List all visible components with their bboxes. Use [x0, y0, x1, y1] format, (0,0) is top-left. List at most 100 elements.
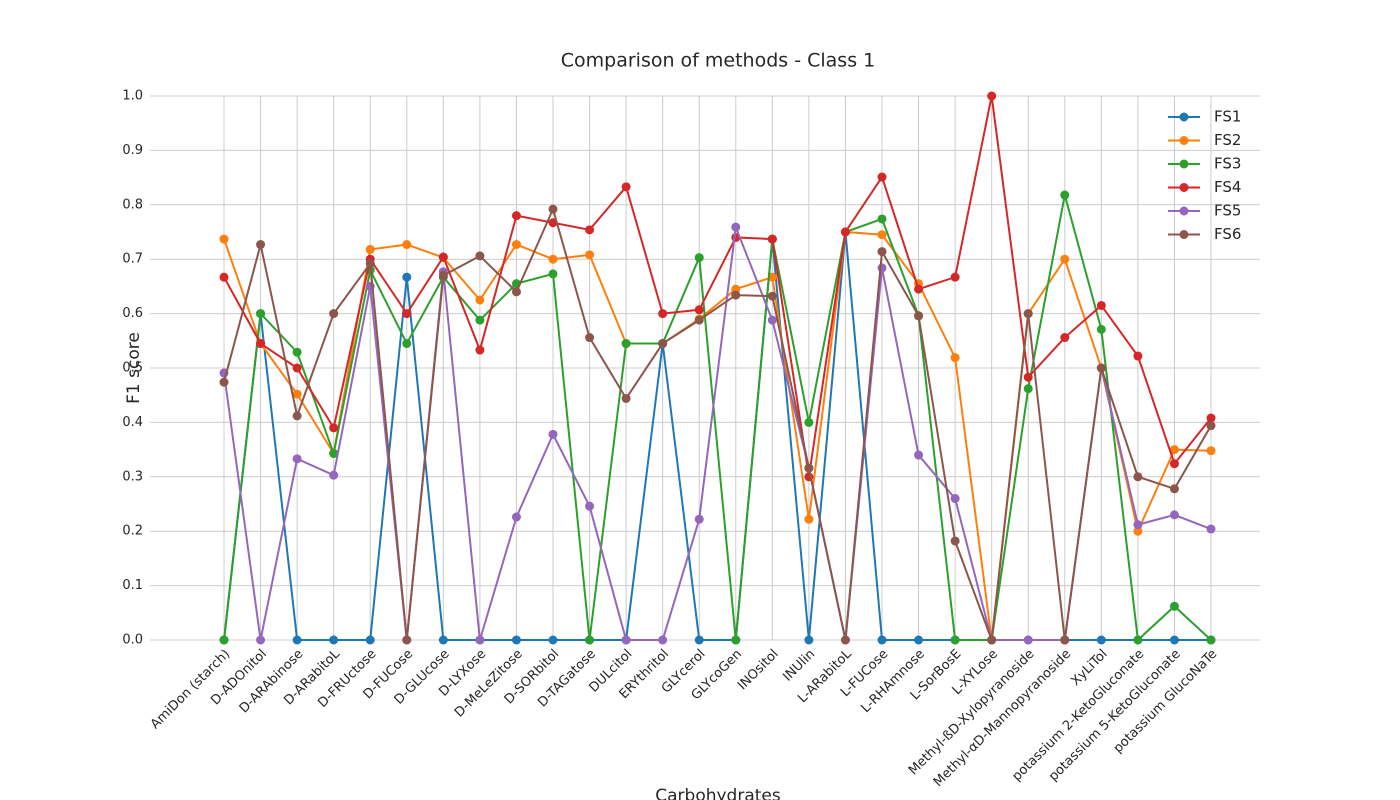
- data-point: [1133, 635, 1143, 645]
- data-point: [767, 234, 777, 244]
- legend-label: FS5: [1214, 202, 1241, 220]
- data-point: [1169, 459, 1179, 469]
- data-point: [804, 635, 814, 645]
- y-tick-label: 0.3: [122, 469, 143, 484]
- data-point: [914, 450, 924, 460]
- data-point: [1060, 333, 1070, 343]
- x-axis-label: Carbohydrates: [655, 786, 781, 800]
- series-line: [223, 231, 1211, 641]
- data-point: [475, 635, 485, 645]
- data-point: [365, 244, 375, 254]
- data-point: [987, 91, 997, 101]
- legend-marker: [1179, 206, 1189, 216]
- y-tick-label: 0.4: [122, 415, 143, 430]
- data-point: [1206, 524, 1216, 534]
- data-point: [621, 182, 631, 192]
- data-point: [292, 411, 302, 421]
- data-point: [219, 234, 229, 244]
- data-point: [511, 635, 521, 645]
- data-point: [585, 635, 595, 645]
- data-point: [950, 353, 960, 363]
- legend-label: FS4: [1214, 178, 1241, 196]
- legend-marker: [1179, 183, 1189, 192]
- y-tick-label: 0.8: [122, 197, 143, 212]
- data-point: [1023, 309, 1033, 319]
- series-line: [223, 230, 1212, 641]
- data-point: [585, 333, 595, 343]
- data-point: [767, 272, 777, 282]
- data-point: [1133, 472, 1143, 482]
- data-point: [914, 311, 924, 321]
- data-point: [511, 287, 521, 297]
- data-point: [438, 252, 448, 262]
- data-point: [840, 635, 850, 645]
- data-point: [402, 240, 412, 250]
- y-tick-label: 0.7: [122, 252, 143, 267]
- data-point: [1169, 510, 1179, 520]
- data-point: [475, 315, 485, 325]
- data-point: [877, 214, 887, 224]
- data-point: [548, 269, 558, 279]
- data-point: [950, 536, 960, 546]
- data-point: [585, 225, 595, 235]
- legend-label: FS1: [1214, 108, 1241, 126]
- y-tick-label: 0.5: [122, 361, 143, 376]
- data-point: [1206, 421, 1216, 431]
- data-point: [1023, 635, 1033, 645]
- data-point: [1060, 254, 1070, 264]
- data-point: [694, 305, 704, 315]
- data-point: [694, 315, 704, 325]
- data-point: [292, 389, 302, 399]
- data-point: [731, 635, 741, 645]
- data-point: [256, 339, 266, 349]
- data-point: [914, 635, 924, 645]
- data-point: [475, 295, 485, 305]
- data-point: [694, 253, 704, 263]
- data-point: [475, 345, 485, 355]
- data-point: [621, 635, 631, 645]
- data-point: [1133, 520, 1143, 530]
- y-tick-label: 1.0: [122, 89, 143, 104]
- data-point: [1169, 484, 1179, 494]
- series-line: [223, 206, 1212, 641]
- data-point: [840, 227, 850, 237]
- data-point: [1169, 635, 1179, 645]
- data-point: [1206, 635, 1216, 645]
- data-point: [365, 635, 375, 645]
- legend-label: FS3: [1214, 155, 1241, 173]
- x-tick-label: D-ARAbinose: [237, 647, 307, 717]
- data-point: [1206, 413, 1216, 423]
- data-point: [548, 204, 558, 214]
- legend-marker: [1179, 159, 1189, 169]
- data-point: [329, 635, 339, 645]
- data-point: [1096, 635, 1106, 645]
- data-point: [511, 240, 521, 250]
- data-point: [292, 363, 302, 373]
- legend-label: FS2: [1214, 131, 1241, 149]
- data-point: [914, 284, 924, 294]
- data-point: [438, 271, 448, 281]
- y-axis-label: F1 score: [124, 332, 144, 404]
- data-point: [548, 254, 558, 264]
- data-point: [402, 635, 412, 645]
- data-point: [292, 347, 302, 357]
- y-tick-label: 0.9: [122, 143, 143, 158]
- data-point: [402, 309, 412, 319]
- data-point: [694, 635, 704, 645]
- data-point: [1096, 300, 1106, 310]
- data-point: [877, 263, 887, 273]
- data-point: [950, 635, 960, 645]
- data-point: [804, 417, 814, 427]
- data-point: [1096, 324, 1106, 334]
- data-point: [329, 470, 339, 480]
- y-tick-label: 0.0: [122, 633, 143, 648]
- data-point: [731, 222, 741, 232]
- data-point: [511, 211, 521, 221]
- data-point: [1169, 445, 1179, 455]
- data-point: [292, 635, 302, 645]
- data-point: [987, 635, 997, 645]
- data-point: [329, 423, 339, 433]
- legend: FS1 FS2 FS3 FS4 FS5 FS6: [1168, 108, 1241, 243]
